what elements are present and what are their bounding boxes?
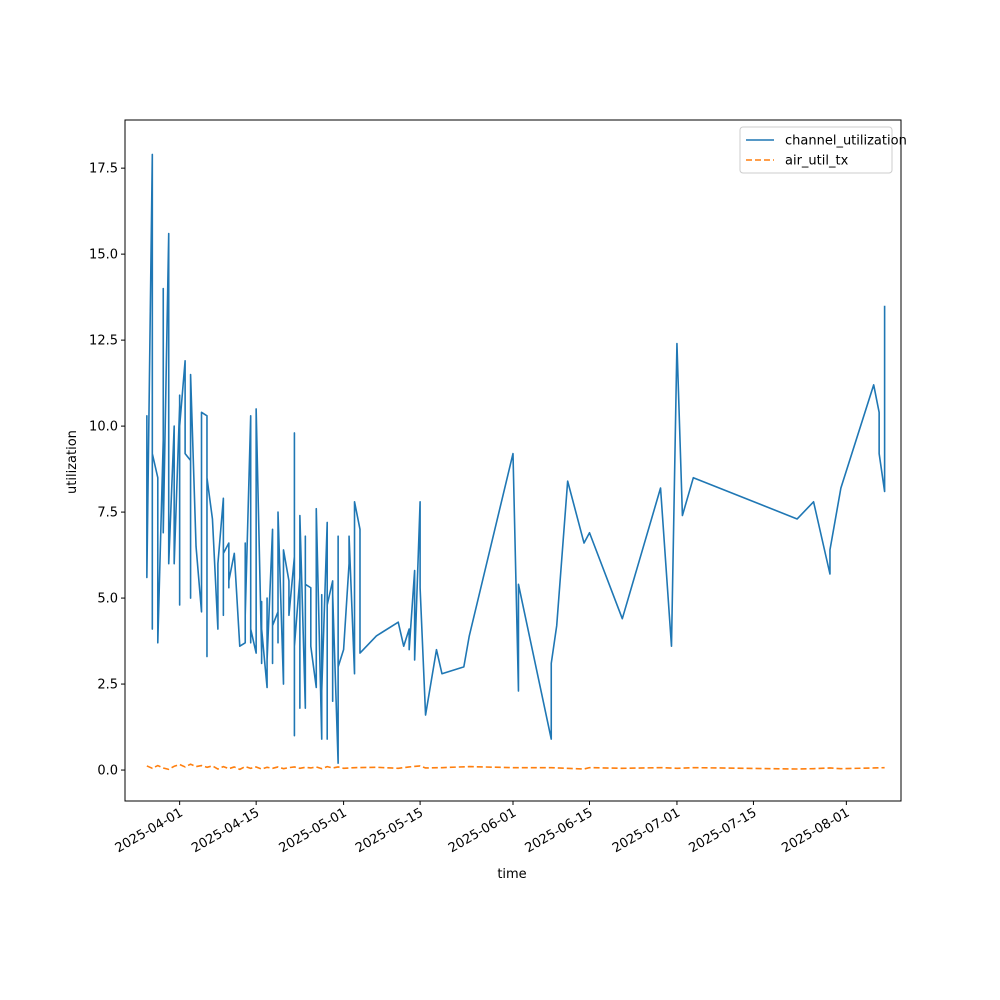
y-tick-label: 12.5: [89, 334, 118, 349]
y-tick-label: 0.0: [97, 764, 118, 779]
series-line-channel-utilization: [146, 153, 886, 764]
y-tick-label: 10.0: [89, 420, 118, 435]
series-line-air-util-tx: [146, 763, 885, 771]
y-tick-label: 5.0: [97, 592, 118, 607]
plot-area: [146, 153, 886, 771]
y-tick-label: 15.0: [89, 248, 118, 263]
y-axis-label: utilization: [65, 430, 80, 494]
legend-label-air-util-tx: air_util_tx: [785, 154, 849, 169]
y-tick-label: 2.5: [97, 678, 118, 693]
y-tick-label: 17.5: [89, 162, 118, 177]
x-axis-label: time: [497, 867, 526, 882]
legend-label-channel-utilization: channel_utilization: [785, 134, 907, 149]
y-tick-label: 7.5: [97, 506, 118, 521]
legend-box: [739, 126, 893, 174]
legend: channel_utilization air_util_tx: [739, 126, 907, 174]
